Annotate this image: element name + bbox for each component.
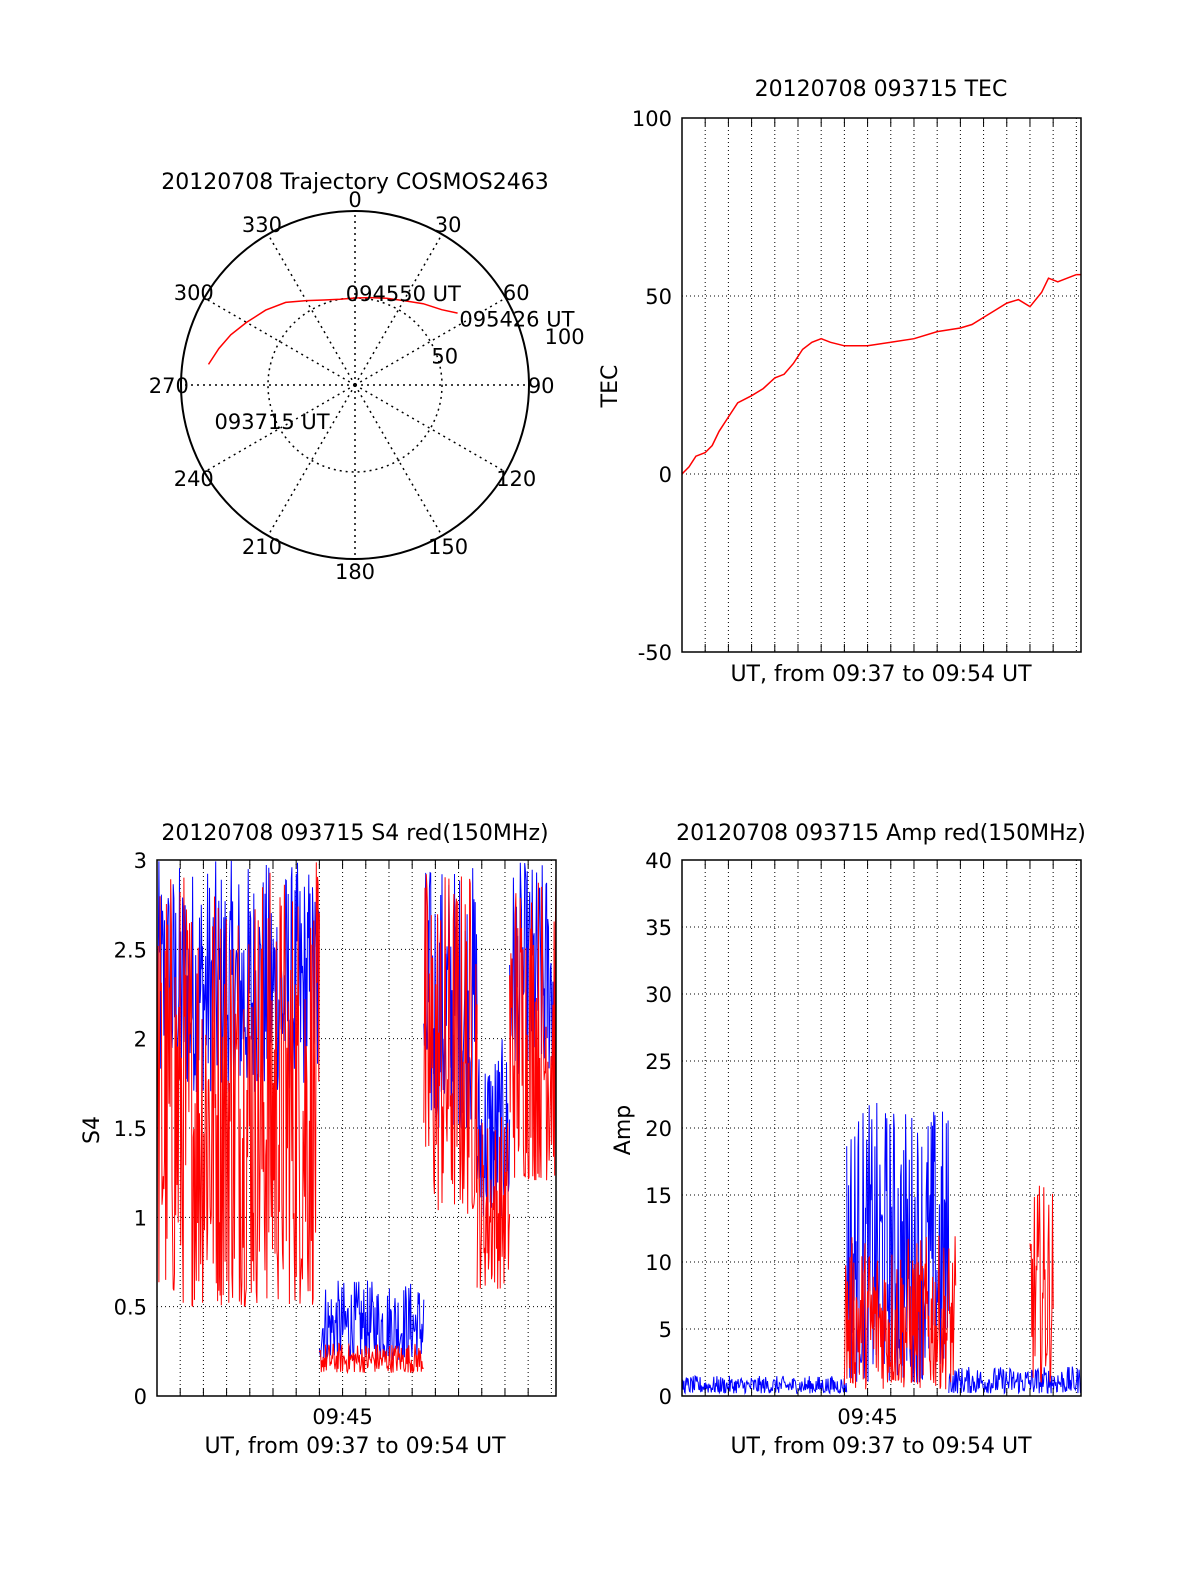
polar-spoke-330 <box>267 233 356 386</box>
polar-annotation-1: 094550 UT <box>346 282 461 306</box>
s4-ytick-label-0: 0 <box>134 1385 147 1409</box>
amp-series-1-segment-1 <box>1029 1185 1054 1383</box>
polar-radius-label-100: 100 <box>544 325 584 349</box>
s4-series-1-segment-1 <box>318 1342 424 1375</box>
s4-ytick-label-2: 2 <box>134 1028 147 1052</box>
amp-xlabel: UT, from 09:37 to 09:54 UT <box>730 1434 1032 1459</box>
amp-plot-frame <box>681 859 1082 1397</box>
tec-ytick-label-0: 0 <box>659 463 672 487</box>
amp-ytick-label-25: 25 <box>645 1050 672 1074</box>
tec-ytick-label--50: -50 <box>638 641 672 665</box>
polar-angle-label-120: 120 <box>496 467 536 491</box>
amp-xtick-label-09:45: 09:45 <box>837 1405 898 1429</box>
amp-ytick-label-0: 0 <box>659 1385 672 1409</box>
s4-series-0-segment-1 <box>318 1280 425 1361</box>
amp-ytick-label-5: 5 <box>659 1318 672 1342</box>
tec-plot-frame <box>681 117 1082 653</box>
amp-ytick-label-10: 10 <box>645 1251 672 1275</box>
tec-ytick-label-50: 50 <box>645 285 672 309</box>
amp-ytick-label-15: 15 <box>645 1184 672 1208</box>
polar-angle-label-210: 210 <box>242 535 282 559</box>
s4-ytick-label-0.5: 0.5 <box>114 1296 147 1320</box>
polar-radius-label-50: 50 <box>431 344 458 368</box>
amp-ytick-label-35: 35 <box>645 916 672 940</box>
s4-ytick-label-3: 3 <box>134 849 147 873</box>
tec-panel: 20120708 093715 TEC UT, from 09:37 to 09… <box>598 77 1082 687</box>
amp-series-group <box>682 1102 1081 1395</box>
amp-series-0-segment-2 <box>948 1366 1081 1395</box>
polar-angle-label-150: 150 <box>428 535 468 559</box>
s4-ytick-label-2.5: 2.5 <box>114 938 147 962</box>
amp-ytick-label-40: 40 <box>645 849 672 873</box>
s4-series-1-segment-3 <box>476 1117 511 1289</box>
polar-angle-label-270: 270 <box>149 374 189 398</box>
polar-trajectory-panel: 20120708 Trajectory COSMOS2463 0 30 60 90 12… <box>149 170 585 584</box>
polar-trajectory-line <box>207 296 458 365</box>
tec-title: 20120708 093715 TEC <box>755 77 1008 102</box>
s4-series-group <box>157 860 556 1375</box>
polar-title: 20120708 Trajectory COSMOS2463 <box>161 170 548 195</box>
polar-spoke-210 <box>267 384 356 537</box>
polar-spoke-120 <box>354 384 507 473</box>
s4-plot-frame <box>156 859 557 1397</box>
polar-angle-label-240: 240 <box>174 467 214 491</box>
polar-annotation-2: 095426 UT <box>459 308 574 332</box>
s4-xtick-label-09:45: 09:45 <box>312 1405 373 1429</box>
polar-angle-label-300: 300 <box>174 281 214 305</box>
polar-angle-label-180: 180 <box>335 560 375 584</box>
s4-xlabel: UT, from 09:37 to 09:54 UT <box>204 1434 506 1459</box>
polar-spoke-150 <box>354 384 443 537</box>
amp-panel: 20120708 093715 Amp red(150MHz) UT, from… <box>611 821 1086 1459</box>
polar-angle-label-0: 0 <box>348 188 361 212</box>
s4-ytick-label-1.5: 1.5 <box>114 1117 147 1141</box>
polar-spoke-240 <box>203 384 356 473</box>
s4-series-1-segment-0 <box>157 862 320 1307</box>
polar-angle-label-30: 30 <box>435 213 462 237</box>
amp-ytick-label-20: 20 <box>645 1117 672 1141</box>
tec-series-0-line <box>682 273 1081 475</box>
s4-panel: 20120708 093715 S4 red(150MHz) UT, from … <box>80 821 557 1459</box>
polar-angle-label-330: 330 <box>242 213 282 237</box>
s4-ylabel: S4 <box>80 1116 105 1144</box>
amp-ylabel: Amp <box>611 1105 636 1155</box>
polar-spoke-30 <box>354 233 443 386</box>
polar-spoke-300 <box>203 297 356 386</box>
s4-title: 20120708 093715 S4 red(150MHz) <box>161 821 548 846</box>
polar-angle-label-60: 60 <box>503 281 530 305</box>
tec-ylabel: TEC <box>598 365 623 409</box>
s4-series-1-segment-2 <box>423 874 478 1214</box>
tec-ytick-label-100: 100 <box>632 107 672 131</box>
tec-series-group <box>682 273 1081 475</box>
s4-ytick-label-1: 1 <box>134 1206 147 1230</box>
polar-spoke-60 <box>354 297 507 386</box>
amp-series-1-segment-0 <box>843 1235 957 1390</box>
s4-series-1-segment-4 <box>509 867 556 1181</box>
polar-angle-label-90: 90 <box>528 374 555 398</box>
amp-series-0-segment-1 <box>846 1102 950 1383</box>
amp-ytick-label-30: 30 <box>645 983 672 1007</box>
polar-outer-circle <box>180 210 530 560</box>
amp-series-0-segment-0 <box>682 1374 848 1395</box>
tec-xlabel: UT, from 09:37 to 09:54 UT <box>730 662 1032 687</box>
polar-annotation-0: 093715 UT <box>215 410 330 434</box>
amp-title: 20120708 093715 Amp red(150MHz) <box>676 821 1086 846</box>
